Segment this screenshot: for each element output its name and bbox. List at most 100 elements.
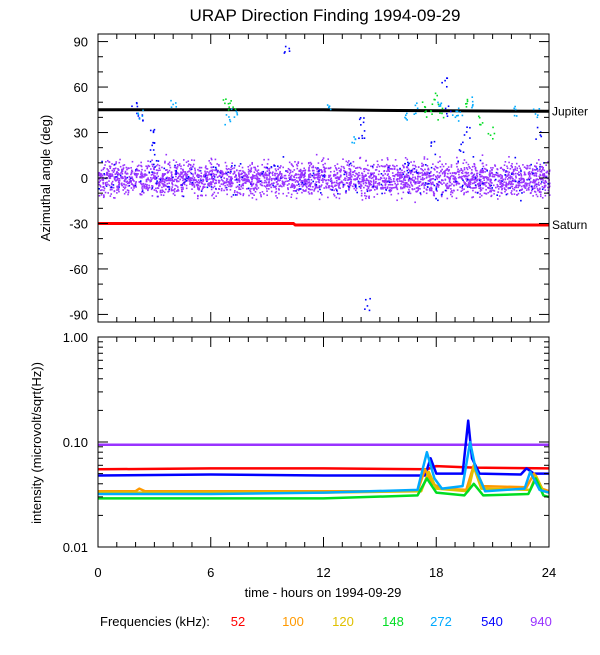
data-point: [299, 168, 302, 171]
data-point: [417, 182, 419, 184]
data-point: [198, 188, 201, 191]
data-point: [270, 166, 273, 168]
data-point: [200, 166, 203, 169]
data-point: [179, 184, 182, 186]
data-point: [268, 167, 271, 170]
data-point: [168, 169, 171, 172]
data-point: [465, 167, 468, 169]
data-point: [172, 192, 175, 195]
data-point: [469, 181, 472, 184]
data-point: [242, 187, 244, 190]
data-point: [319, 188, 321, 191]
data-point: [318, 198, 321, 201]
data-point: [240, 173, 242, 176]
data-point: [515, 186, 518, 189]
data-point: [218, 163, 220, 166]
data-point: [220, 189, 223, 192]
data-point: [482, 165, 485, 168]
data-point: [112, 184, 115, 186]
data-point: [168, 188, 171, 191]
data-point: [233, 172, 236, 174]
data-point: [466, 98, 469, 101]
data-point: [119, 174, 122, 177]
data-point: [126, 172, 129, 175]
data-point: [492, 189, 495, 192]
data-point: [374, 185, 376, 188]
data-point: [177, 189, 180, 192]
data-point: [228, 116, 230, 118]
data-point: [291, 170, 294, 173]
data-point: [153, 167, 155, 169]
data-point: [221, 175, 224, 178]
data-point: [308, 166, 310, 169]
data-point: [186, 179, 189, 182]
data-point: [141, 174, 144, 177]
data-point: [548, 169, 551, 172]
data-point: [190, 159, 193, 161]
data-point: [354, 138, 357, 141]
data-point: [114, 197, 116, 199]
data-point: [345, 171, 348, 173]
data-point: [511, 185, 514, 188]
data-point: [507, 187, 510, 189]
data-point: [521, 192, 523, 194]
data-point: [406, 185, 408, 188]
data-point: [106, 171, 109, 174]
data-point: [136, 169, 139, 172]
data-point: [253, 187, 255, 190]
data-point: [364, 174, 367, 176]
data-point: [535, 179, 537, 181]
legend-item-148: 148: [382, 614, 404, 629]
data-point: [429, 172, 432, 174]
data-point: [338, 186, 340, 189]
frequency-legend: Frequencies (kHz): 52 100 120 148 272 540 940: [100, 614, 552, 629]
data-point: [410, 161, 412, 163]
data-point: [492, 167, 494, 169]
data-point: [191, 181, 194, 184]
data-point: [188, 180, 191, 182]
data-point: [157, 169, 160, 172]
data-point: [509, 176, 511, 179]
data-point: [141, 175, 143, 177]
data-point: [122, 168, 124, 171]
data-point: [484, 183, 486, 186]
data-point: [416, 190, 419, 193]
data-point: [369, 189, 371, 192]
data-point: [283, 181, 286, 184]
data-point: [538, 184, 540, 186]
data-point: [294, 186, 296, 188]
data-point: [372, 180, 375, 183]
data-point: [209, 162, 212, 164]
data-point: [230, 185, 232, 188]
data-point: [274, 186, 276, 188]
data-point: [228, 175, 230, 178]
data-point: [381, 186, 384, 189]
data-point: [404, 162, 406, 165]
data-point: [443, 170, 445, 173]
data-point: [328, 174, 330, 177]
data-point: [103, 173, 105, 175]
data-point: [319, 176, 321, 179]
data-point: [186, 171, 189, 173]
data-point: [349, 176, 351, 179]
data-point: [539, 170, 542, 173]
data-point: [506, 165, 508, 168]
data-point: [490, 190, 493, 193]
data-point: [215, 188, 218, 191]
data-point: [165, 188, 167, 191]
data-point: [541, 168, 544, 170]
data-point: [533, 179, 535, 181]
data-point: [317, 174, 319, 176]
data-point: [394, 159, 397, 161]
data-point: [309, 161, 312, 164]
data-point: [133, 185, 136, 188]
data-point: [116, 176, 119, 179]
data-point: [181, 190, 184, 193]
data-point: [169, 166, 172, 169]
data-point: [523, 171, 526, 173]
data-point: [531, 169, 534, 172]
data-point: [310, 162, 313, 165]
data-point: [246, 179, 249, 182]
data-point: [225, 179, 228, 182]
data-point: [210, 157, 213, 160]
